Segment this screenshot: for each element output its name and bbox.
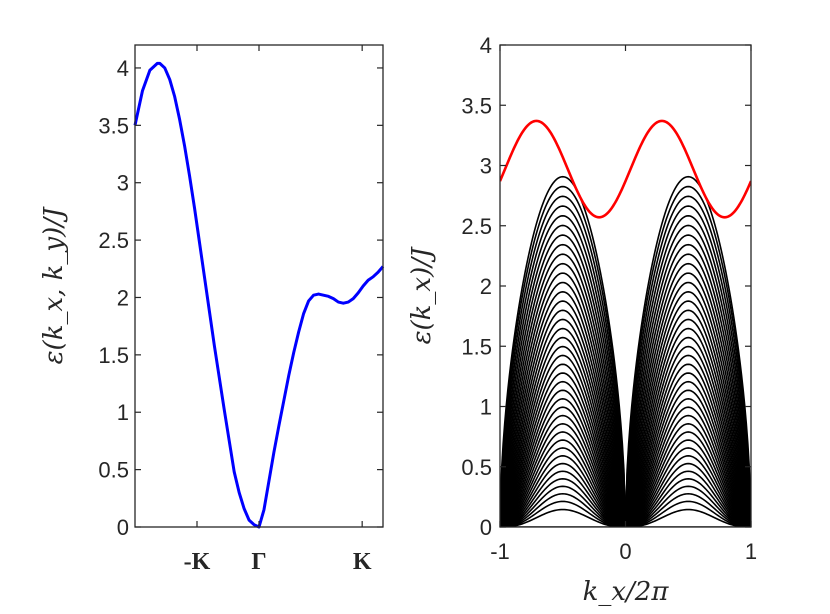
- right-bulk-band-line: [500, 406, 751, 527]
- right-ytick-label: 3: [480, 154, 492, 179]
- right-bulk-band-line: [500, 485, 751, 527]
- right-bulk-band-line: [500, 462, 751, 527]
- right-bulk-band-line: [500, 185, 751, 527]
- right-bulk-band-line: [500, 493, 751, 527]
- right-bulk-band-line: [500, 272, 751, 527]
- right-bulk-band-line: [500, 205, 751, 527]
- right-bulk-band-line: [500, 224, 751, 527]
- right-bulk-band-line: [500, 380, 751, 527]
- right-x-axis-label: k_x/2π: [583, 577, 670, 607]
- right-bulk-band-line: [500, 398, 751, 527]
- left-ytick-label: 2.5: [98, 228, 129, 253]
- left-ytick-label: 3: [117, 171, 129, 196]
- right-bulk-band-line: [500, 423, 751, 527]
- right-ytick-label: 1: [480, 395, 492, 420]
- right-ytick-label: 4: [480, 33, 492, 58]
- right-ytick-label: 3.5: [461, 93, 492, 118]
- left-ytick-label: 1.5: [98, 343, 129, 368]
- left-xtick-label: -K: [184, 549, 211, 575]
- right-xtick-label: -1: [490, 539, 510, 564]
- right-bulk-band-line: [500, 291, 751, 527]
- right-bulk-band-line: [500, 262, 751, 527]
- right-bulk-band-line: [500, 214, 751, 527]
- left-xtick-label: K: [353, 549, 372, 575]
- right-bulk-band-line: [500, 243, 751, 527]
- right-bulk-band-line: [500, 281, 751, 527]
- right-bulk-band-line: [500, 195, 751, 527]
- left-panel: 0 0.5 1 1.5 2 2.5 3 3.5 4 -K Γ K ε(k_x, k_y)/J: [39, 44, 385, 575]
- right-ytick-label: 0.5: [461, 455, 492, 480]
- right-bulk-band-line: [500, 439, 751, 527]
- right-bulk-band-line: [500, 253, 751, 527]
- right-edge-band-line: [500, 119, 751, 219]
- right-bulk-band-line: [500, 300, 751, 527]
- left-ytick-label: 0.5: [98, 458, 129, 483]
- right-xtick-label: 0: [619, 539, 631, 564]
- right-axes-frame: [499, 44, 752, 528]
- left-plot-area: [133, 61, 385, 529]
- left-ticks: 0 0.5 1 1.5 2 2.5 3 3.5 4 -K Γ K: [98, 45, 383, 575]
- left-ytick-label: 3.5: [98, 113, 129, 138]
- right-bulk-band-line: [500, 318, 751, 527]
- right-ticks: 00.511.522.533.54-1 0 1: [461, 33, 757, 564]
- right-bulk-band-line: [500, 309, 751, 527]
- right-ytick-label: 2.5: [461, 214, 492, 239]
- right-bulk-band-line: [500, 508, 751, 527]
- right-xtick-label: 1: [745, 539, 757, 564]
- right-plot-area: [500, 119, 751, 527]
- right-bulk-band-line: [500, 389, 751, 527]
- left-ytick-label: 4: [117, 56, 129, 81]
- right-bulk-band-line: [500, 354, 751, 527]
- right-y-axis-label: ε(k_x)/J: [407, 246, 437, 344]
- left-axes-frame: [134, 44, 384, 528]
- right-bulk-band-line: [500, 327, 751, 527]
- left-band-line: [133, 61, 385, 529]
- left-xtick-label: Γ: [251, 549, 266, 575]
- right-bulk-band-line: [500, 363, 751, 527]
- right-panel: 00.511.522.533.54-1 0 1 ε(k_x)/J k_x/2π: [407, 33, 757, 607]
- right-ytick-label: 1.5: [461, 334, 492, 359]
- left-ytick-label: 1: [117, 400, 129, 425]
- right-bulk-band-line: [500, 414, 751, 527]
- right-ytick-label: 0: [480, 515, 492, 540]
- right-bulk-band-line: [500, 345, 751, 527]
- right-ytick-label: 2: [480, 274, 492, 299]
- right-bulk-band-line: [500, 234, 751, 527]
- left-y-axis-label: ε(k_x, k_y)/J: [39, 206, 69, 364]
- right-bulk-band-line: [500, 478, 751, 527]
- right-bulk-band-line: [500, 470, 751, 527]
- right-bulk-band-line: [500, 175, 751, 527]
- right-bulk-band-line: [500, 372, 751, 527]
- left-ytick-label: 0: [117, 515, 129, 540]
- right-bulk-band-line: [500, 500, 751, 527]
- left-ytick-label: 2: [117, 285, 129, 310]
- right-bulk-band-line: [500, 431, 751, 527]
- right-bulk-band-line: [500, 455, 751, 527]
- right-bulk-band-line: [500, 447, 751, 527]
- right-bulk-band-line: [500, 336, 751, 527]
